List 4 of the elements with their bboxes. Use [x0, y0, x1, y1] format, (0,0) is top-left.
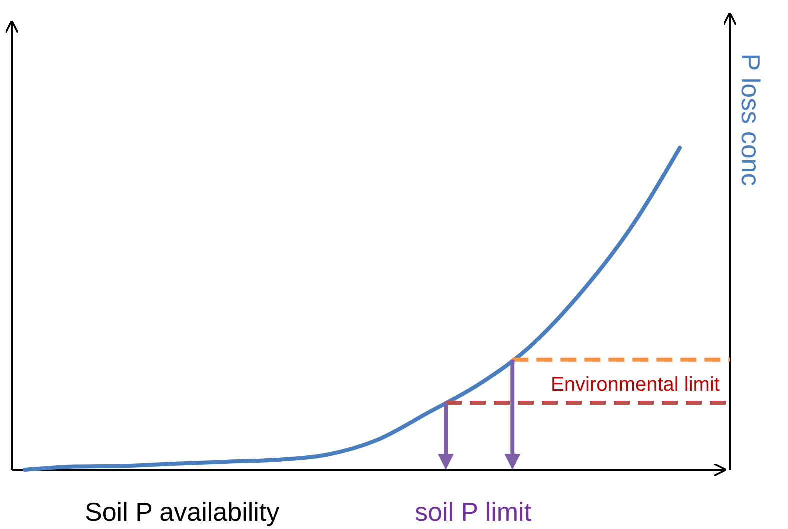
text: soil P limit	[415, 497, 532, 527]
x-axis-title: Soil P availability	[85, 497, 280, 527]
ref-line-label: Environmental limit	[551, 374, 720, 396]
y-axis-title: P loss conc	[736, 54, 766, 186]
